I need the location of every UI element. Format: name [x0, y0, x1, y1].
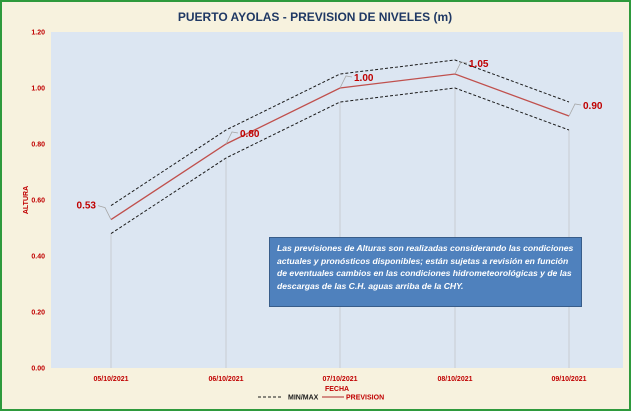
label-leader [225, 131, 239, 145]
y-axis-ticks: 0.00 0.20 0.40 0.60 0.80 1.00 1.20 [31, 30, 45, 373]
data-label: 0.90 [583, 101, 603, 112]
x-axis-label: FECHA [325, 386, 349, 393]
plot-area [51, 32, 623, 368]
label-leader [568, 103, 582, 117]
label-leader [97, 205, 112, 220]
y-tick-label: 1.00 [31, 86, 45, 93]
note-box: Las previsiones de Alturas son realizada… [269, 237, 582, 307]
data-label: 1.05 [469, 59, 489, 70]
label-leader [339, 75, 353, 89]
x-tick-label: 06/10/2021 [208, 376, 243, 383]
minmax-line [110, 59, 570, 207]
y-tick-label: 0.40 [31, 254, 45, 261]
minmax-line [110, 87, 570, 235]
legend-prevision-label: PREVISION [346, 395, 384, 402]
x-tick-label: 08/10/2021 [437, 376, 472, 383]
data-labels: 0.53 0.80 1.00 1.05 0.90 [77, 59, 603, 220]
chart-title: PUERTO AYOLAS - PREVISION DE NIVELES (m) [178, 10, 452, 24]
x-tick-label: 09/10/2021 [551, 376, 586, 383]
y-tick-label: 0.20 [31, 310, 45, 317]
legend: MIN/MAX PREVISION [258, 395, 384, 402]
y-axis-label: ALTURA [23, 186, 30, 214]
y-tick-label: 0.80 [31, 142, 45, 149]
y-tick-label: 0.00 [31, 366, 45, 373]
data-label: 0.53 [77, 201, 97, 212]
x-tick-label: 07/10/2021 [322, 376, 357, 383]
y-tick-label: 0.60 [31, 198, 45, 205]
data-label: 0.80 [240, 129, 260, 140]
data-label: 1.00 [354, 73, 374, 84]
legend-minmax-label: MIN/MAX [288, 395, 319, 402]
y-tick-label: 1.20 [31, 30, 45, 37]
label-leader [454, 61, 468, 75]
x-tick-label: 05/10/2021 [93, 376, 128, 383]
